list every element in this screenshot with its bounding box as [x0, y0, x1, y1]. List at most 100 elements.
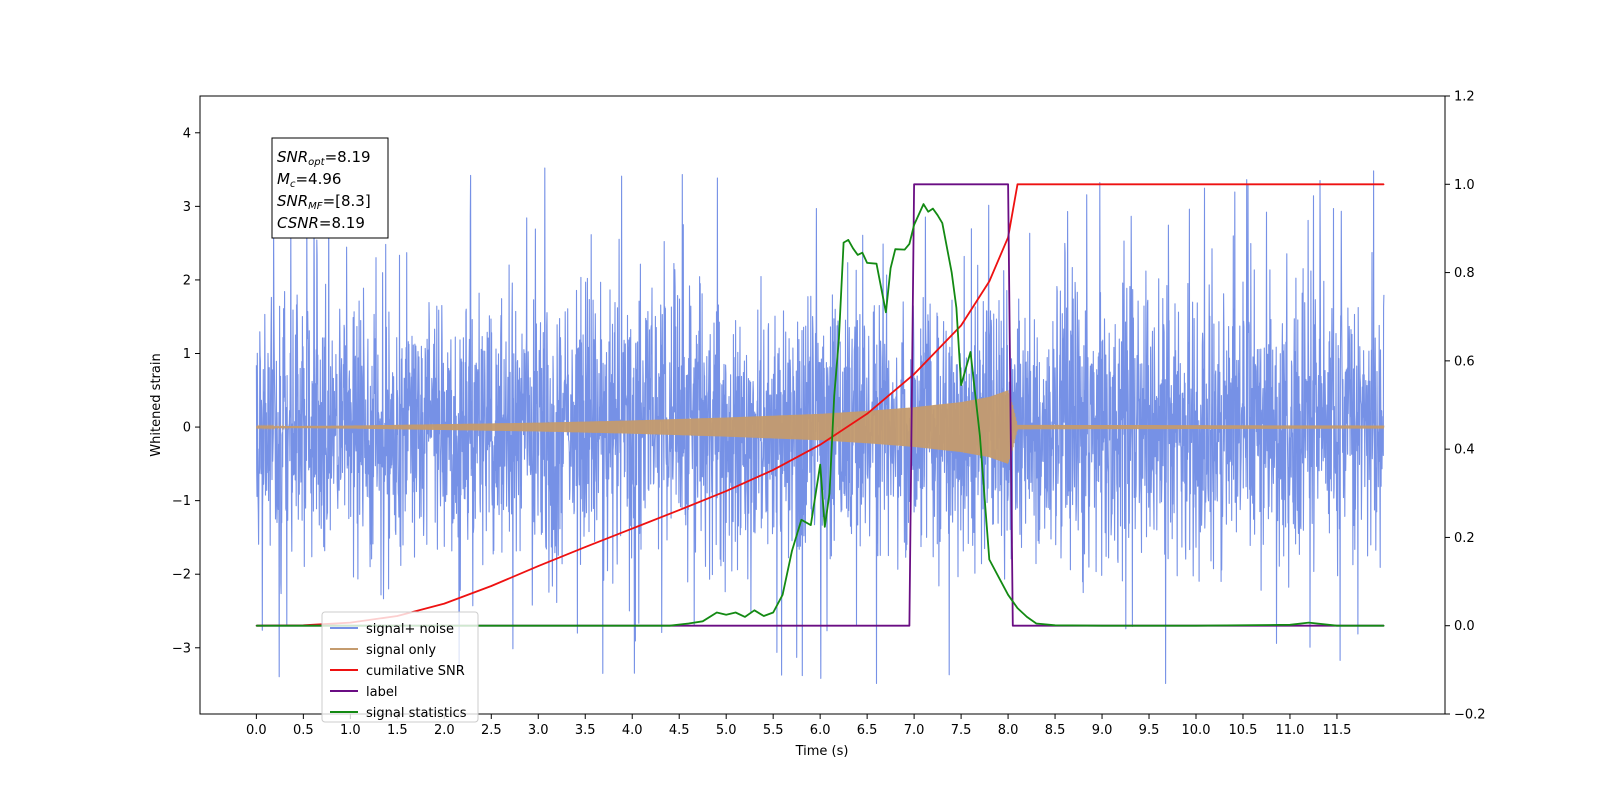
left-y-tick-label: −1	[172, 494, 191, 509]
info-line: Mc=4.96	[277, 170, 341, 190]
point-signal-statistics-7	[744, 616, 746, 618]
right-y-tick-label: 1.0	[1454, 178, 1475, 193]
point-cumilative-snr-20	[1383, 183, 1385, 185]
point-signal-statistics-32	[913, 224, 915, 226]
legend-item-cumilative-snr: cumilative SNR	[330, 664, 465, 679]
point-cumilative-snr-9	[678, 509, 680, 511]
info-box-frame	[271, 137, 389, 239]
right-y-axis-ticks: −0.2 0.0 0.2 0.4 0.6 0.8 1.0 1.2	[1445, 90, 1486, 723]
point-signal-statistics-33	[922, 203, 925, 205]
x-axis-ticks: 0.0 0.5 1.0 1.5 2.0 2.5 3.0 3.5 4.0 4.5 5.0 5.5 6.0 6…	[246, 714, 1351, 738]
point-signal-statistics-16	[824, 526, 826, 528]
point-signal-statistics-28	[890, 267, 892, 269]
x-tick-label: 1.5	[387, 723, 408, 738]
right-y-tick-label: −0.2	[1454, 708, 1486, 723]
point-signal-statistics-24	[861, 252, 864, 254]
x-tick-label: 11.5	[1322, 723, 1351, 738]
point-signal-statistics-15	[819, 464, 821, 466]
x-tick-label: 6.0	[810, 723, 831, 738]
point-signal-statistics-20	[843, 242, 845, 244]
legend-label: cumilative SNR	[366, 664, 465, 679]
point-cumilative-snr-12	[819, 444, 821, 446]
point-signal-statistics-10	[772, 611, 774, 614]
point-signal-statistics-6	[735, 611, 737, 614]
point-label-3	[1007, 183, 1009, 185]
left-y-tick-label: 2	[183, 273, 191, 288]
x-tick-label: 2.5	[481, 723, 502, 738]
point-signal-statistics-8	[753, 609, 756, 611]
point-signal-statistics-55	[1383, 625, 1385, 627]
point-signal-statistics-53	[1308, 622, 1310, 624]
point-signal-statistics-40	[960, 384, 962, 386]
point-signal-statistics-11	[782, 594, 784, 596]
point-signal-statistics-37	[941, 222, 943, 224]
point-label-4	[1012, 625, 1014, 627]
series-signal-statistics	[255, 203, 1385, 627]
y-axis-label: Whitened strain	[149, 353, 164, 456]
point-signal-statistics-42	[979, 435, 981, 437]
left-y-tick-label: 3	[183, 200, 191, 215]
point-signal-statistics-54	[1336, 625, 1338, 627]
info-line: SNRMF=[8.3]	[277, 192, 371, 212]
point-signal-statistics-52	[1289, 624, 1291, 626]
series-layer	[255, 167, 1385, 685]
point-signal-statistics-21	[847, 239, 849, 241]
point-signal-statistics-22	[852, 247, 854, 249]
point-signal-statistics-44	[998, 576, 1000, 578]
x-tick-label: 5.5	[763, 723, 784, 738]
left-y-axis-ticks: −3 −2 −1 0 1 2 3 4	[172, 126, 200, 656]
x-tick-label: 0.5	[293, 723, 314, 738]
point-cumilative-snr-13	[866, 413, 868, 415]
info-line: CSNR=8.19	[277, 214, 365, 232]
legend-label: label	[366, 685, 397, 700]
point-signal-statistics-26	[875, 263, 878, 265]
point-signal-statistics-17	[828, 492, 831, 494]
point-signal-statistics-47	[1026, 616, 1028, 618]
point-signal-statistics-13	[800, 519, 803, 521]
right-y-tick-label: 0.4	[1454, 443, 1475, 458]
x-tick-label: 8.0	[998, 723, 1019, 738]
point-signal-statistics-48	[1035, 622, 1037, 625]
x-tick-label: 4.5	[669, 723, 690, 738]
point-cumilative-snr-15	[960, 324, 962, 327]
x-tick-label: 10.0	[1182, 723, 1211, 738]
point-label-2	[913, 183, 915, 185]
legend-label: signal statistics	[366, 706, 467, 721]
point-cumilative-snr-16	[988, 280, 990, 282]
left-y-tick-label: −3	[172, 641, 191, 656]
point-label-1	[908, 625, 911, 627]
x-tick-label: 9.5	[1139, 723, 1160, 738]
point-cumilative-snr-14	[913, 373, 915, 375]
right-y-tick-label: 0.6	[1454, 354, 1475, 369]
point-signal-statistics-41	[969, 351, 972, 353]
x-tick-label: 9.0	[1092, 723, 1113, 738]
legend-item-signal-only: signal only	[330, 643, 436, 658]
point-signal-statistics-14	[810, 524, 812, 526]
info-line: SNRopt=8.19	[277, 148, 371, 168]
right-y-tick-label: 1.2	[1454, 90, 1475, 105]
point-cumilative-snr-7	[584, 546, 586, 548]
point-signal-statistics-31	[908, 243, 911, 245]
point-signal-statistics-12	[791, 550, 793, 552]
point-signal-statistics-23	[857, 254, 859, 256]
x-tick-label: 6.5	[857, 723, 878, 738]
point-signal-statistics-19	[838, 338, 840, 340]
point-signal-statistics-50	[1101, 625, 1103, 627]
point-signal-statistics-0	[255, 625, 257, 627]
point-signal-statistics-1	[669, 625, 671, 627]
point-signal-statistics-18	[833, 395, 835, 397]
point-cumilative-snr-4	[443, 603, 445, 605]
series-signal-only	[255, 390, 1385, 464]
point-signal-statistics-49	[1054, 624, 1056, 626]
point-signal-statistics-46	[1016, 607, 1019, 609]
x-tick-label: 7.0	[904, 723, 925, 738]
legend-label: signal only	[366, 643, 436, 658]
x-tick-label: 4.0	[622, 723, 643, 738]
point-cumilative-snr-11	[772, 469, 774, 471]
point-signal-statistics-9	[763, 615, 765, 617]
x-tick-label: 2.0	[434, 723, 455, 738]
point-signal-statistics-2	[688, 622, 690, 625]
point-signal-statistics-3	[702, 620, 704, 622]
